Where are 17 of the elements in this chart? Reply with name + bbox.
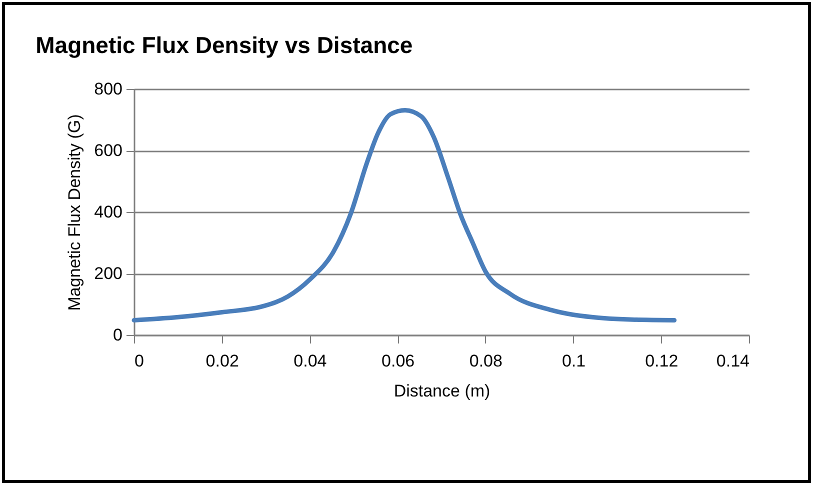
x-tick-label: 0.12 <box>645 352 678 370</box>
x-tick-label: 0 <box>134 352 144 370</box>
y-axis-title: Magnetic Flux Density (G) <box>65 114 84 311</box>
y-tick-label: 0 <box>113 326 122 344</box>
x-tick-label: 0.02 <box>206 352 239 370</box>
y-tick-label: 600 <box>94 141 122 160</box>
y-tick-label: 400 <box>94 202 122 222</box>
x-tick-label: 0.1 <box>562 352 586 370</box>
y-tick-label: 200 <box>94 264 122 283</box>
x-tick-label: 0.14 <box>716 352 750 370</box>
x-axis-title: Distance (m) <box>394 382 490 400</box>
line-series <box>132 108 677 322</box>
y-tick-label: 800 <box>94 80 122 98</box>
x-tick-label: 0.04 <box>294 352 327 370</box>
chart-title: Magnetic Flux Density vs Distance <box>36 32 413 58</box>
x-tick-label: 0.06 <box>382 352 415 370</box>
x-tick-label: 0.08 <box>469 352 502 370</box>
